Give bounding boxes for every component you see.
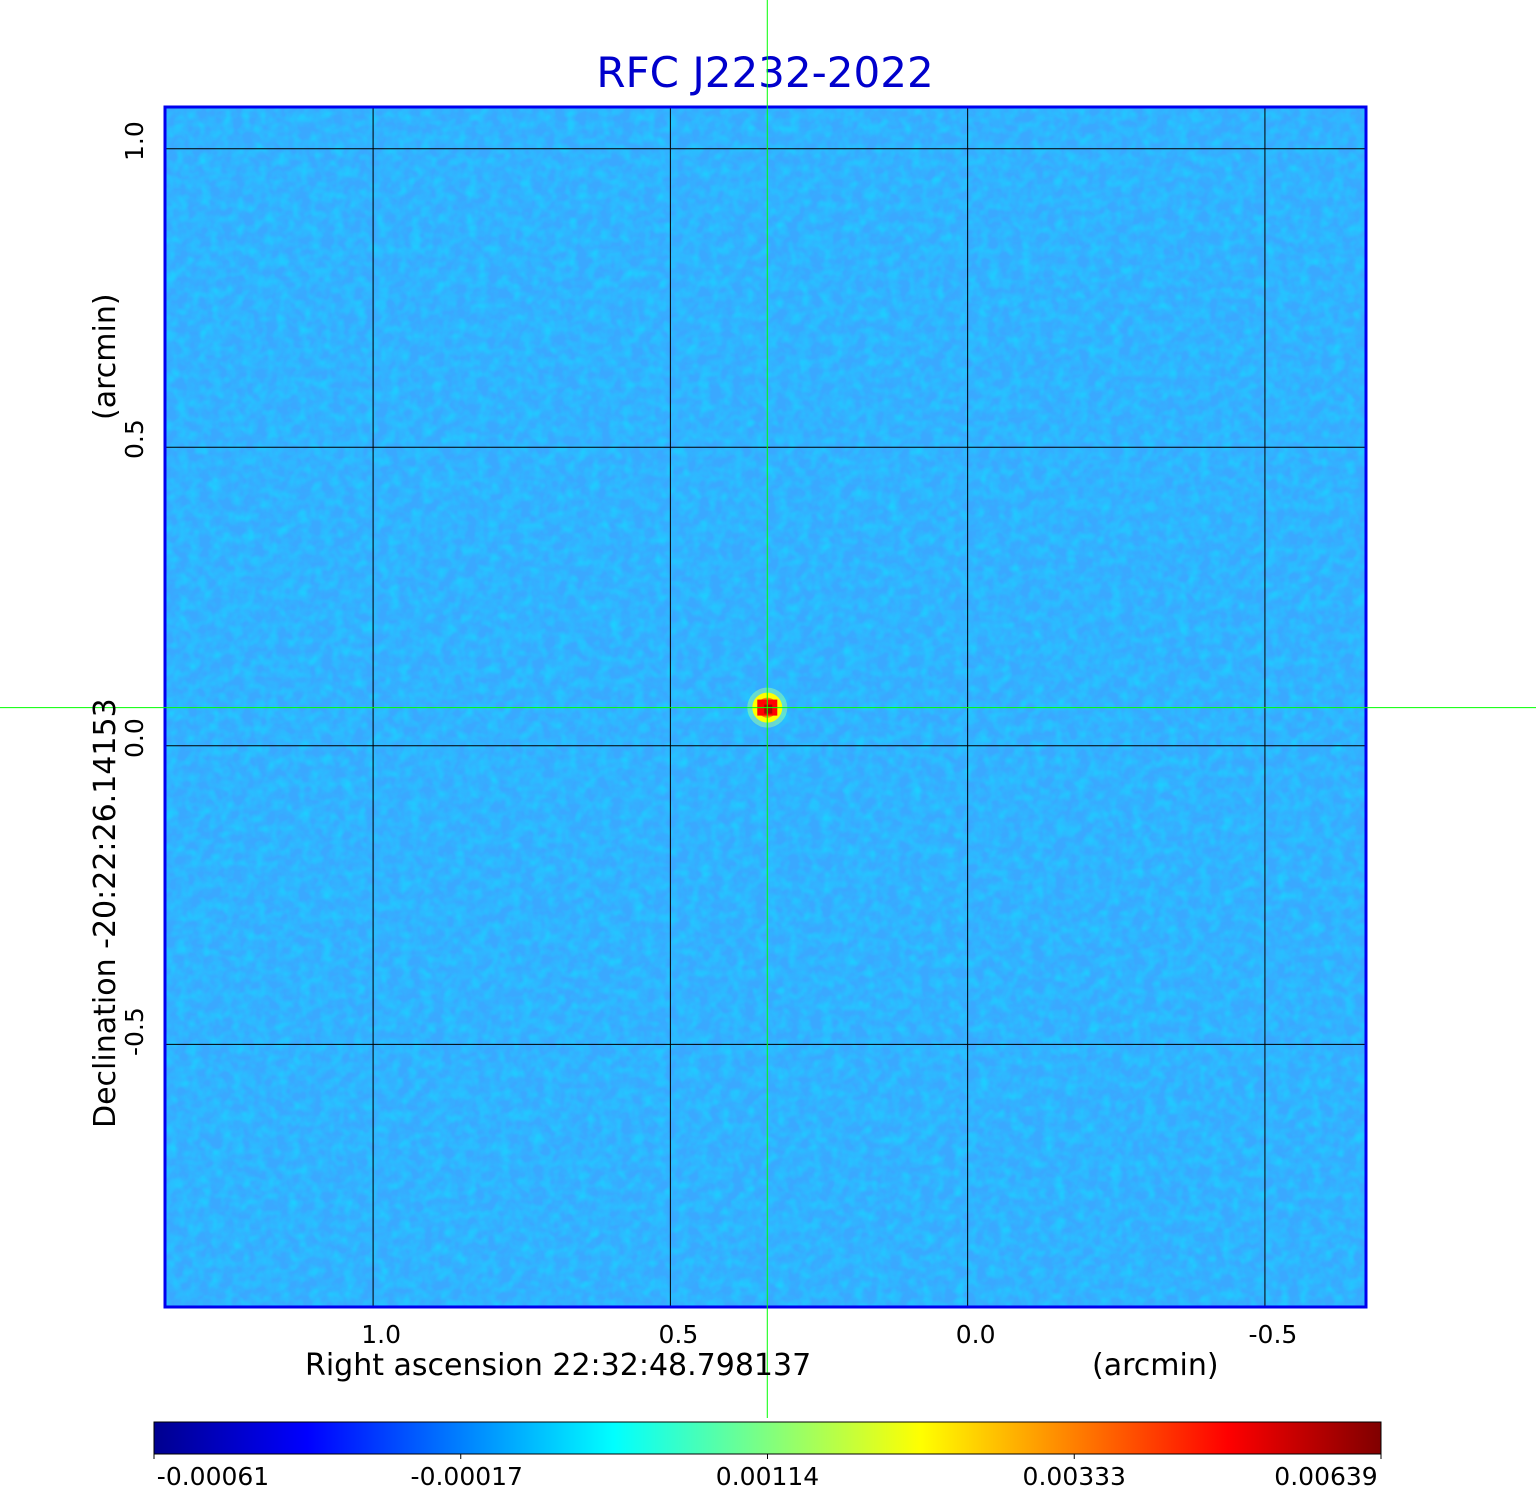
chart-title: RFC J2232-2022	[596, 48, 934, 97]
y-tick-label: -0.5	[120, 1007, 149, 1057]
y-tick-label: 1.0	[120, 121, 149, 161]
x-axis-label: Right ascension 22:32:48.798137	[305, 1348, 812, 1383]
x-axis-unit: (arcmin)	[1092, 1348, 1219, 1383]
colorbar	[153, 1421, 1382, 1459]
x-tick-label: 0.0	[955, 1320, 996, 1349]
colorbar-gradient	[153, 1421, 1382, 1455]
colorbar-tick-label: -0.00017	[410, 1462, 523, 1491]
crosshair	[0, 0, 1536, 1418]
y-axis-unit: (arcmin)	[88, 293, 123, 420]
y-axis-label: Declination -20:22:26.14153	[88, 698, 123, 1128]
source-peak	[764, 704, 773, 714]
x-tick-label: 1.0	[361, 1320, 401, 1349]
colorbar-tick-label: 0.00639	[1274, 1462, 1378, 1491]
colorbar-tick-label: 0.00114	[715, 1462, 820, 1491]
x-tick-label: 0.5	[658, 1320, 699, 1349]
colorbar-tick-label: 0.00333	[1022, 1462, 1126, 1491]
plot-frame	[163, 105, 1368, 1309]
x-tick-label: -0.5	[1248, 1320, 1298, 1349]
y-tick-label: 0.5	[120, 419, 149, 460]
coordinate-grid	[163, 105, 1368, 1309]
y-tick-label: 0.0	[120, 718, 149, 758]
colorbar-tick-label: -0.00061	[156, 1462, 270, 1491]
